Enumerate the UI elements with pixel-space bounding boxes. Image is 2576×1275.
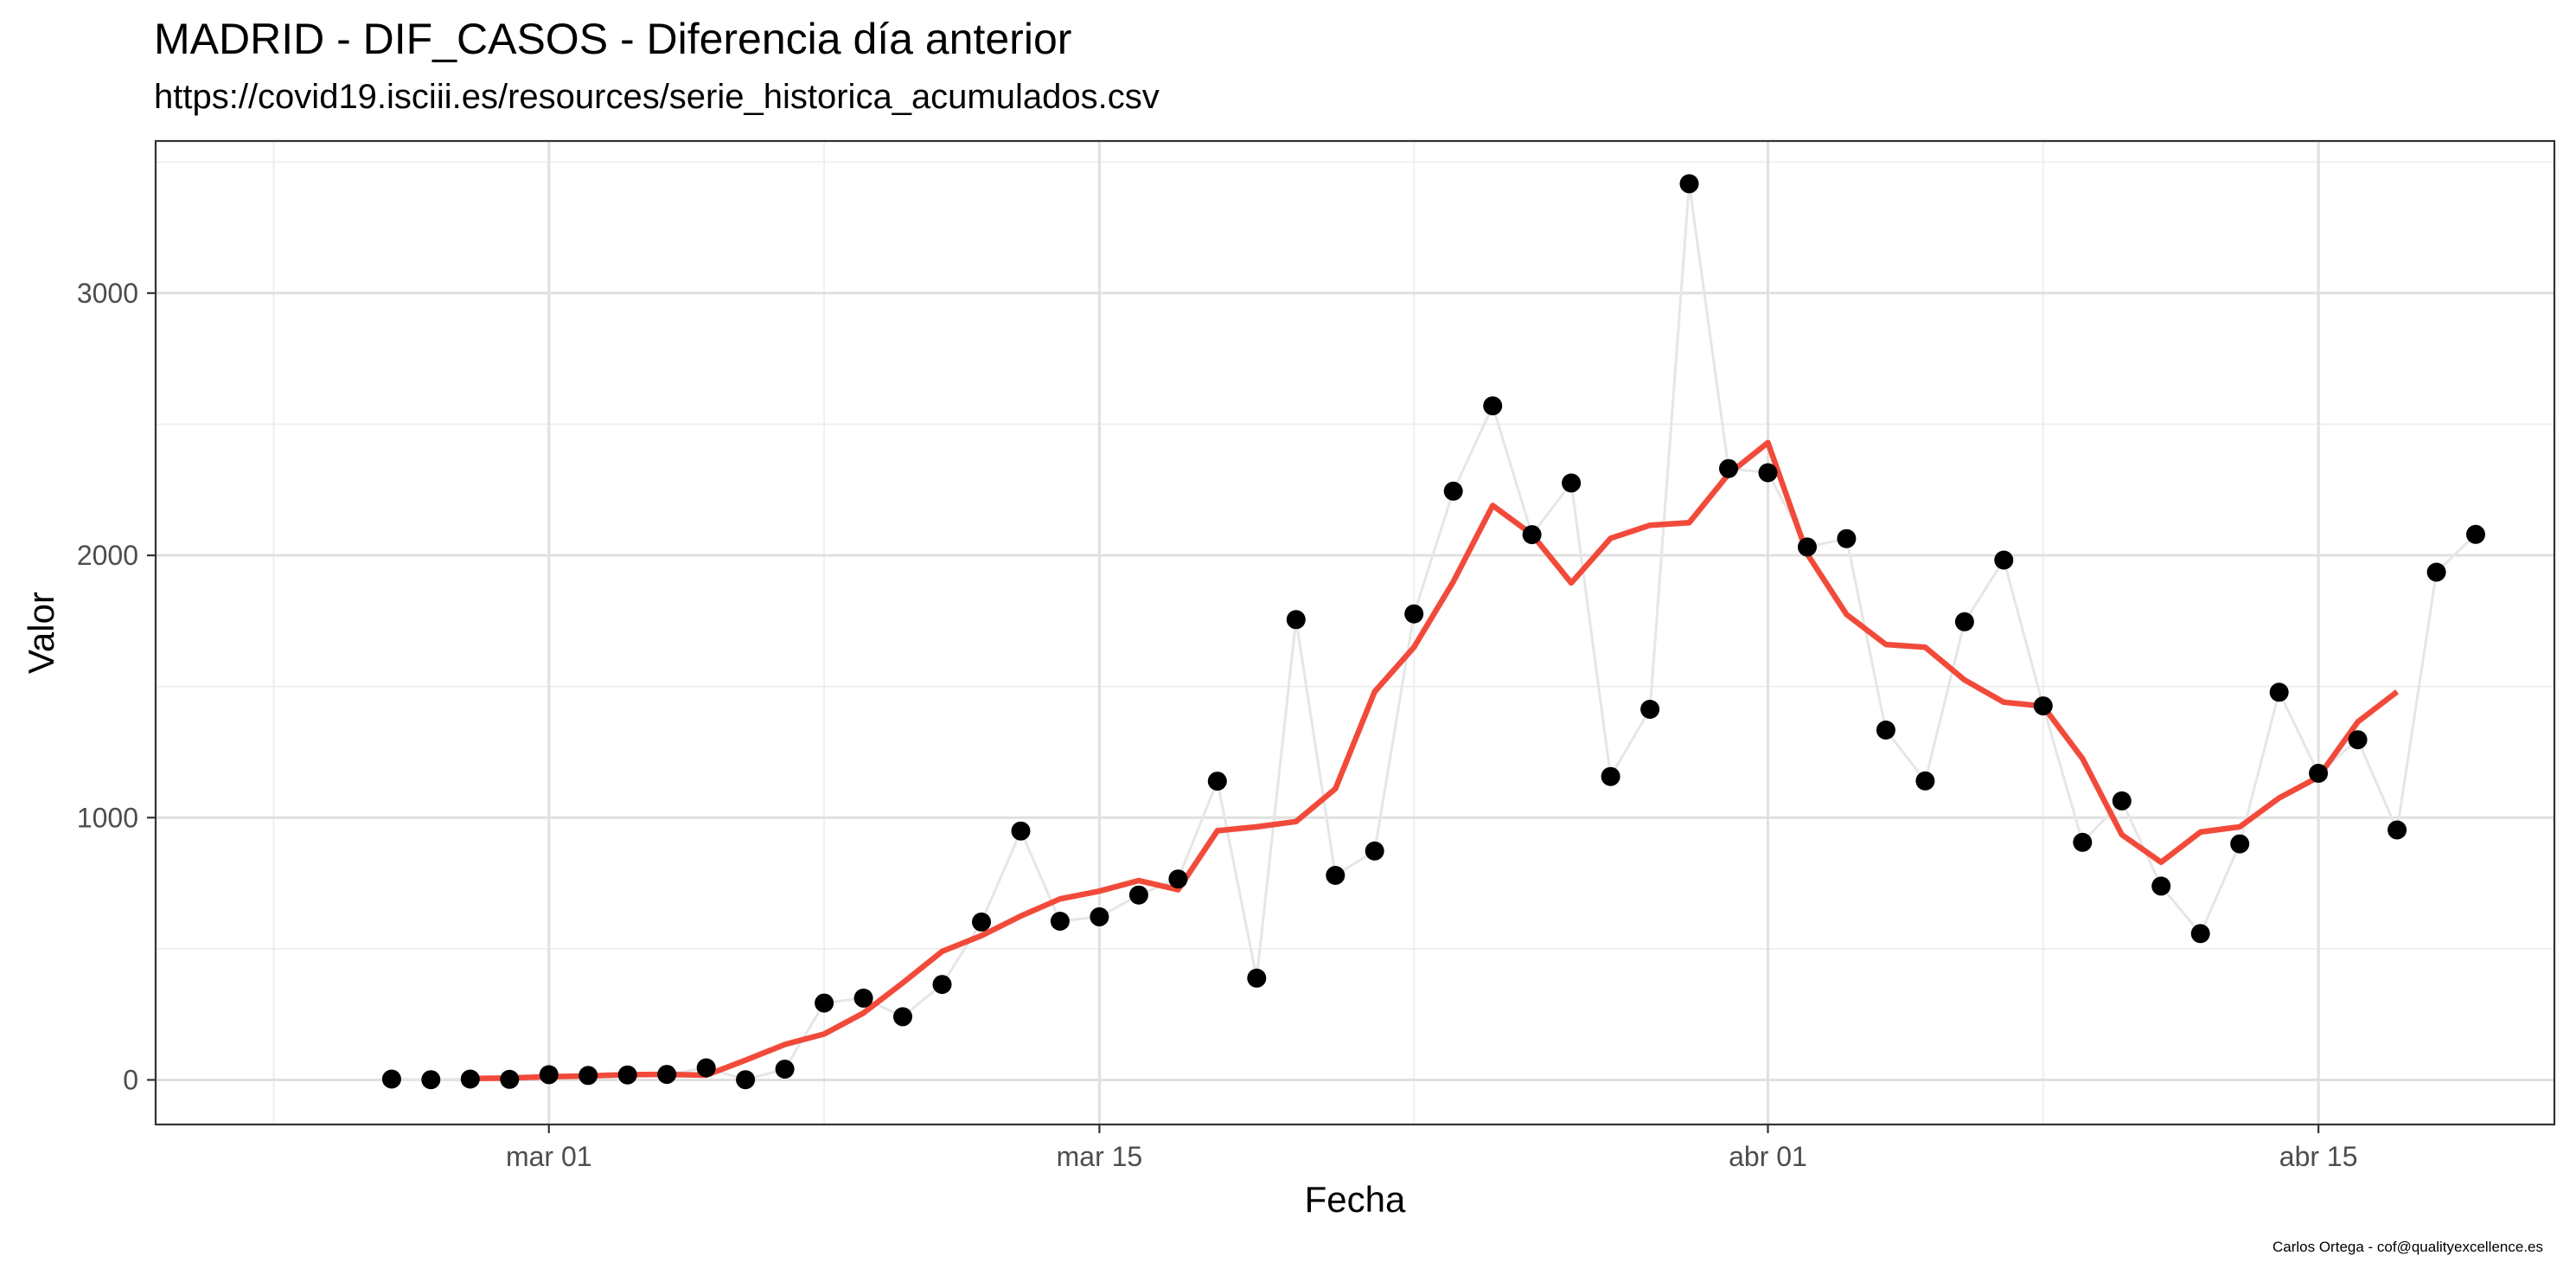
data-point [1050, 912, 1070, 931]
panel-border [154, 139, 2556, 1126]
data-point [2033, 696, 2053, 716]
y-tick-label: 2000 [77, 540, 138, 571]
chart-caption: Carlos Ortega - cof@qualityexcellence.es [2272, 1239, 2543, 1255]
data-point [1679, 174, 1699, 194]
chart-title: MADRID - DIF_CASOS - Diferencia día ante… [154, 15, 1072, 63]
data-point [2466, 524, 2485, 544]
data-point [1090, 907, 1109, 926]
data-point [696, 1058, 716, 1078]
data-point [2387, 820, 2407, 840]
data-point [1640, 700, 1660, 719]
data-point [1837, 529, 1857, 548]
data-point [2151, 876, 2171, 896]
data-point [2112, 791, 2132, 810]
data-point [1876, 721, 1895, 740]
data-point [657, 1065, 677, 1085]
grid-layer [156, 141, 2554, 1124]
data-point [2190, 924, 2210, 944]
data-point [2309, 764, 2329, 783]
data-point [1443, 481, 1463, 501]
data-point [775, 1060, 795, 1079]
x-tick-label: mar 01 [506, 1141, 592, 1172]
y-tick-label: 3000 [77, 278, 138, 309]
data-point [1798, 537, 1817, 557]
data-point [1011, 821, 1031, 841]
data-point [1522, 525, 1542, 545]
smoothed-line [470, 439, 2400, 1082]
data-point [578, 1066, 598, 1086]
data-point [1168, 869, 1188, 889]
data-layer [381, 174, 2485, 1090]
data-point [1483, 396, 1503, 416]
data-point [1207, 772, 1227, 791]
data-point [617, 1065, 637, 1085]
data-point [736, 1070, 756, 1090]
axis-layer: 0 1000 2000 3000 mar 01 mar 15 abr 01 abr 15 [77, 278, 2358, 1172]
data-point [1719, 458, 1738, 478]
x-axis-title: Fecha [1305, 1179, 1406, 1220]
data-point [1915, 771, 1935, 791]
data-point [2269, 682, 2289, 702]
data-point [460, 1069, 480, 1089]
y-tick-label: 0 [123, 1064, 138, 1095]
data-point [1994, 550, 2014, 570]
data-point [381, 1069, 401, 1089]
data-point [853, 988, 873, 1008]
data-point [539, 1065, 559, 1085]
data-point [1326, 866, 1346, 885]
data-point [2348, 730, 2368, 750]
data-point [1758, 463, 1778, 483]
data-point [1128, 885, 1148, 905]
data-point [893, 1007, 912, 1027]
plot-panel [156, 141, 2554, 1124]
data-point [1365, 841, 1384, 861]
data-point [2230, 834, 2250, 854]
chart-subtitle: https://covid19.isciii.es/resources/seri… [154, 78, 1160, 116]
data-point [1562, 473, 1582, 493]
data-point [1286, 610, 1306, 630]
data-point [815, 993, 834, 1013]
data-point [1404, 604, 1424, 624]
x-tick-label: abr 01 [1729, 1141, 1807, 1172]
x-tick-label: mar 15 [1057, 1141, 1143, 1172]
x-tick-label: abr 15 [2279, 1141, 2358, 1172]
data-point [500, 1069, 520, 1089]
data-point [1247, 968, 1267, 988]
data-point [421, 1070, 441, 1090]
y-tick-label: 1000 [77, 802, 138, 833]
data-point [2426, 562, 2446, 582]
data-point [972, 912, 991, 932]
data-point [932, 975, 952, 995]
data-point [2073, 832, 2093, 852]
y-axis-title: Valor [21, 592, 61, 674]
data-point [1601, 766, 1620, 786]
data-point [1954, 612, 1974, 631]
